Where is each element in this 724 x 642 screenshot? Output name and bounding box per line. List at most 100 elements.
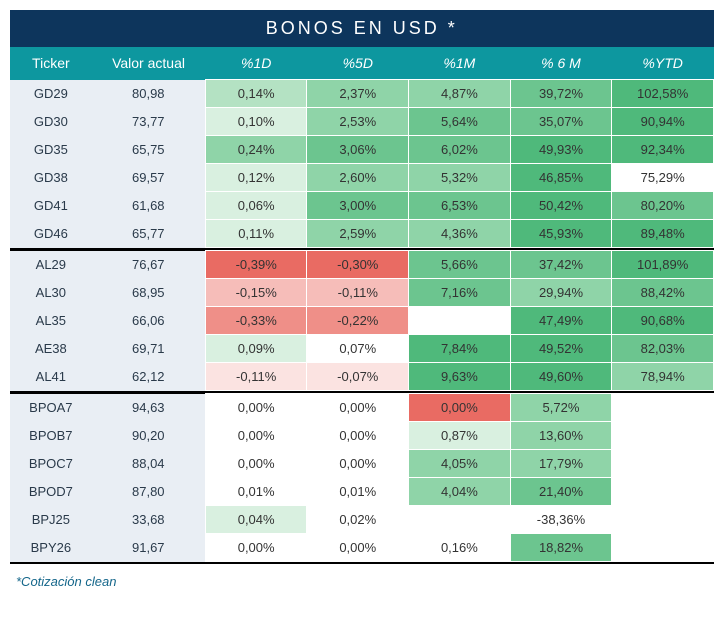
ticker-cell: AL41 — [10, 363, 92, 391]
pct-cell: 0,24% — [205, 136, 307, 164]
pct-cell — [612, 422, 714, 450]
pct-cell: 78,94% — [612, 363, 714, 391]
pct-cell — [409, 506, 511, 534]
table-row: BPOD787,800,01%0,01%4,04%21,40% — [10, 478, 714, 506]
pct-cell: 0,00% — [205, 450, 307, 478]
pct-cell: 75,29% — [612, 164, 714, 192]
pct-cell: 0,06% — [205, 192, 307, 220]
pct-cell: 5,72% — [510, 394, 612, 422]
pct-cell: -0,11% — [307, 279, 409, 307]
pct-cell: 45,93% — [510, 220, 612, 248]
table-row: BPOA794,630,00%0,00%0,00%5,72% — [10, 394, 714, 422]
pct-cell: 0,12% — [205, 164, 307, 192]
pct-cell: 49,60% — [510, 363, 612, 391]
valor-cell: 62,12 — [92, 363, 206, 391]
table-row: BPOB790,200,00%0,00%0,87%13,60% — [10, 422, 714, 450]
pct-cell: 7,84% — [409, 335, 511, 363]
pct-cell: 47,49% — [510, 307, 612, 335]
valor-cell: 69,71 — [92, 335, 206, 363]
pct-cell: 18,82% — [510, 534, 612, 562]
pct-cell: 46,85% — [510, 164, 612, 192]
valor-cell: 33,68 — [92, 506, 206, 534]
valor-cell: 65,77 — [92, 220, 206, 248]
pct-cell: 0,02% — [307, 506, 409, 534]
pct-cell: 0,00% — [307, 422, 409, 450]
pct-cell: 6,02% — [409, 136, 511, 164]
pct-cell: 2,60% — [307, 164, 409, 192]
column-header: %1M — [409, 47, 511, 80]
pct-cell: 0,00% — [409, 394, 511, 422]
pct-cell: 29,94% — [510, 279, 612, 307]
pct-cell: 0,04% — [205, 506, 307, 534]
valor-cell: 76,67 — [92, 251, 206, 279]
valor-cell: 73,77 — [92, 108, 206, 136]
pct-cell: 17,79% — [510, 450, 612, 478]
pct-cell: 13,60% — [510, 422, 612, 450]
table-row: BPJ2533,680,04%0,02%-38,36% — [10, 506, 714, 534]
table-row: AE3869,710,09%0,07%7,84%49,52%82,03% — [10, 335, 714, 363]
pct-cell: 39,72% — [510, 80, 612, 108]
pct-cell: 0,00% — [205, 422, 307, 450]
pct-cell: 35,07% — [510, 108, 612, 136]
pct-cell: 7,16% — [409, 279, 511, 307]
pct-cell: 4,36% — [409, 220, 511, 248]
pct-cell: 0,00% — [205, 394, 307, 422]
ticker-cell: BPOC7 — [10, 450, 92, 478]
pct-cell — [612, 534, 714, 562]
valor-cell: 87,80 — [92, 478, 206, 506]
table-row: AL2976,67-0,39%-0,30%5,66%37,42%101,89% — [10, 251, 714, 279]
pct-cell: 0,09% — [205, 335, 307, 363]
pct-cell: -0,39% — [205, 251, 307, 279]
pct-cell — [612, 450, 714, 478]
pct-cell: 49,52% — [510, 335, 612, 363]
pct-cell — [612, 506, 714, 534]
pct-cell: 50,42% — [510, 192, 612, 220]
pct-cell: 3,00% — [307, 192, 409, 220]
table-row: GD4161,680,06%3,00%6,53%50,42%80,20% — [10, 192, 714, 220]
pct-cell: 6,53% — [409, 192, 511, 220]
pct-cell: -0,33% — [205, 307, 307, 335]
pct-cell: 90,94% — [612, 108, 714, 136]
table-row: GD3565,750,24%3,06%6,02%49,93%92,34% — [10, 136, 714, 164]
table-header-row: TickerValor actual%1D%5D%1M% 6 M%YTD — [10, 47, 714, 80]
column-header: %1D — [205, 47, 307, 80]
pct-cell: -0,15% — [205, 279, 307, 307]
pct-cell: 5,32% — [409, 164, 511, 192]
footnote: *Cotización clean — [10, 564, 714, 593]
pct-cell: 0,10% — [205, 108, 307, 136]
pct-cell: 5,64% — [409, 108, 511, 136]
pct-cell: 9,63% — [409, 363, 511, 391]
ticker-cell: AL30 — [10, 279, 92, 307]
ticker-cell: GD29 — [10, 80, 92, 108]
table-row: GD3869,570,12%2,60%5,32%46,85%75,29% — [10, 164, 714, 192]
pct-cell: 80,20% — [612, 192, 714, 220]
pct-cell: 0,16% — [409, 534, 511, 562]
pct-cell: 89,48% — [612, 220, 714, 248]
ticker-cell: BPJ25 — [10, 506, 92, 534]
ticker-cell: BPOA7 — [10, 394, 92, 422]
ticker-cell: GD35 — [10, 136, 92, 164]
pct-cell: 82,03% — [612, 335, 714, 363]
pct-cell: 0,01% — [205, 478, 307, 506]
table-row: BPOC788,040,00%0,00%4,05%17,79% — [10, 450, 714, 478]
ticker-cell: BPOB7 — [10, 422, 92, 450]
pct-cell: 2,59% — [307, 220, 409, 248]
table-row: AL3566,06-0,33%-0,22%47,49%90,68% — [10, 307, 714, 335]
valor-cell: 68,95 — [92, 279, 206, 307]
pct-cell: 21,40% — [510, 478, 612, 506]
pct-cell: 92,34% — [612, 136, 714, 164]
pct-cell: -0,30% — [307, 251, 409, 279]
pct-cell: 0,14% — [205, 80, 307, 108]
column-header: %YTD — [612, 47, 714, 80]
table-row: GD3073,770,10%2,53%5,64%35,07%90,94% — [10, 108, 714, 136]
pct-cell — [612, 478, 714, 506]
pct-cell: 5,66% — [409, 251, 511, 279]
pct-cell: 0,87% — [409, 422, 511, 450]
pct-cell: 4,04% — [409, 478, 511, 506]
ticker-cell: GD46 — [10, 220, 92, 248]
pct-cell: 0,07% — [307, 335, 409, 363]
pct-cell: -0,11% — [205, 363, 307, 391]
valor-cell: 91,67 — [92, 534, 206, 562]
column-header: Ticker — [10, 47, 92, 80]
pct-cell: 0,00% — [307, 394, 409, 422]
